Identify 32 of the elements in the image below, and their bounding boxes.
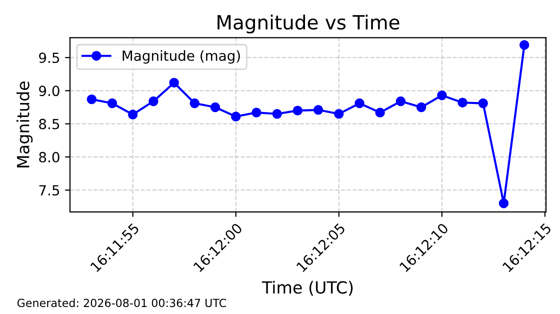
point [292,106,303,116]
point [148,96,158,106]
y-axis-title: Magnitude [16,82,33,168]
point [498,198,509,208]
point [313,105,324,115]
point [231,112,241,122]
point [478,98,488,108]
point [128,110,138,120]
point [107,98,118,108]
point [396,96,406,106]
y-tick-label: 7.5 [39,185,60,196]
point [272,109,282,119]
x-axis-title: Time (UTC) [262,280,353,296]
point [519,40,530,50]
point [86,94,97,104]
point [169,78,179,88]
legend-label: Magnitude (mag) [122,50,240,64]
point [437,90,447,100]
chart-title: Magnitude vs Time [218,14,400,34]
point [210,102,220,112]
point [416,102,426,112]
y-tick-label: 8.5 [39,118,60,130]
y-tick-label: 8.0 [39,152,60,162]
point [334,109,344,119]
y-tick-label: 9.5 [39,52,60,64]
point [252,108,262,118]
point [190,98,200,108]
point [375,108,385,118]
text: Generated: 2026-08-01 00:36:47 UTC [17,298,226,308]
point [458,98,468,108]
y-tick-label: 9.0 [39,86,60,96]
point [354,98,364,108]
